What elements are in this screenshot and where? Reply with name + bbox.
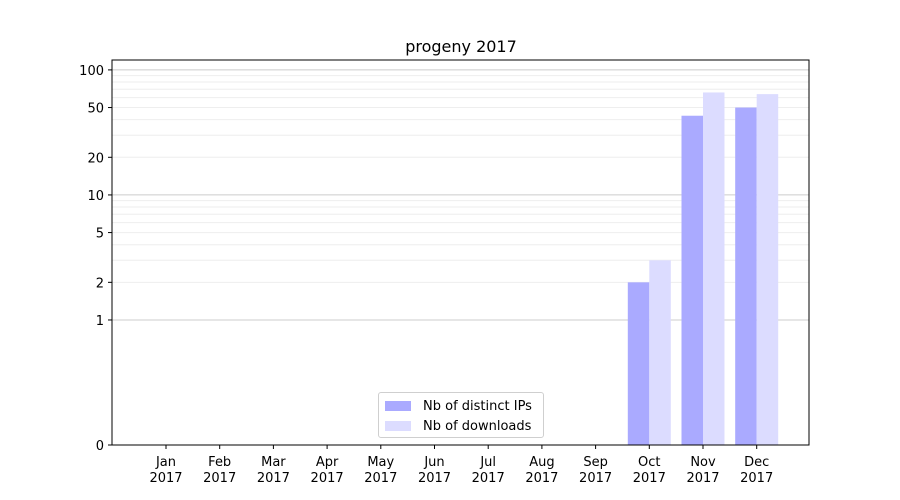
bar-distinct-ips — [627, 282, 650, 445]
y-tick-label: 5 — [96, 227, 104, 242]
x-tick-label: Apr 2017 — [311, 455, 344, 486]
legend: Nb of distinct IPs Nb of downloads — [378, 392, 544, 438]
x-tick-label: Feb 2017 — [203, 455, 236, 486]
legend-swatch-downloads — [385, 421, 411, 431]
y-tick-label: 1 — [96, 314, 104, 329]
bar-downloads — [703, 92, 725, 446]
y-tick-label: 100 — [79, 64, 104, 79]
bars — [627, 92, 779, 446]
x-tick-label: Jan 2017 — [149, 455, 182, 486]
legend-item-downloads: Nb of downloads — [385, 416, 537, 436]
y-tick-label: 20 — [87, 151, 104, 166]
x-tick-label: Dec 2017 — [740, 455, 773, 486]
y-tick-label: 10 — [87, 189, 104, 204]
x-tick-label: Aug 2017 — [525, 455, 558, 486]
legend-item-ips: Nb of distinct IPs — [385, 396, 537, 416]
legend-label-ips: Nb of distinct IPs — [423, 398, 532, 414]
x-tick-label: Nov 2017 — [686, 455, 719, 486]
x-tick-label: Jun 2017 — [418, 455, 451, 486]
y-tick-label: 50 — [87, 102, 104, 117]
bar-distinct-ips — [735, 107, 757, 446]
bar-distinct-ips — [681, 115, 703, 445]
x-tick-label: Mar 2017 — [257, 455, 290, 486]
plot-frame — [111, 59, 810, 446]
x-tick-label: Oct 2017 — [633, 455, 666, 486]
chart-title: progeny 2017 — [405, 37, 517, 56]
x-tick-label: Sep 2017 — [579, 455, 612, 486]
legend-label-downloads: Nb of downloads — [423, 418, 532, 434]
y-axis: 0 1 2 5 10 20 50 100 — [79, 64, 112, 454]
y-tick-label: 0 — [96, 439, 104, 454]
bar-downloads — [756, 94, 779, 446]
x-tick-label: May 2017 — [364, 455, 397, 486]
x-axis: Jan 2017 Feb 2017 Mar 2017 Apr 2017 May 2017 Jun 20… — [149, 445, 773, 486]
x-tick-label: Jul 2017 — [472, 455, 505, 486]
legend-swatch-ips — [385, 401, 411, 411]
y-tick-label: 2 — [96, 276, 104, 291]
bar-downloads — [649, 260, 671, 445]
